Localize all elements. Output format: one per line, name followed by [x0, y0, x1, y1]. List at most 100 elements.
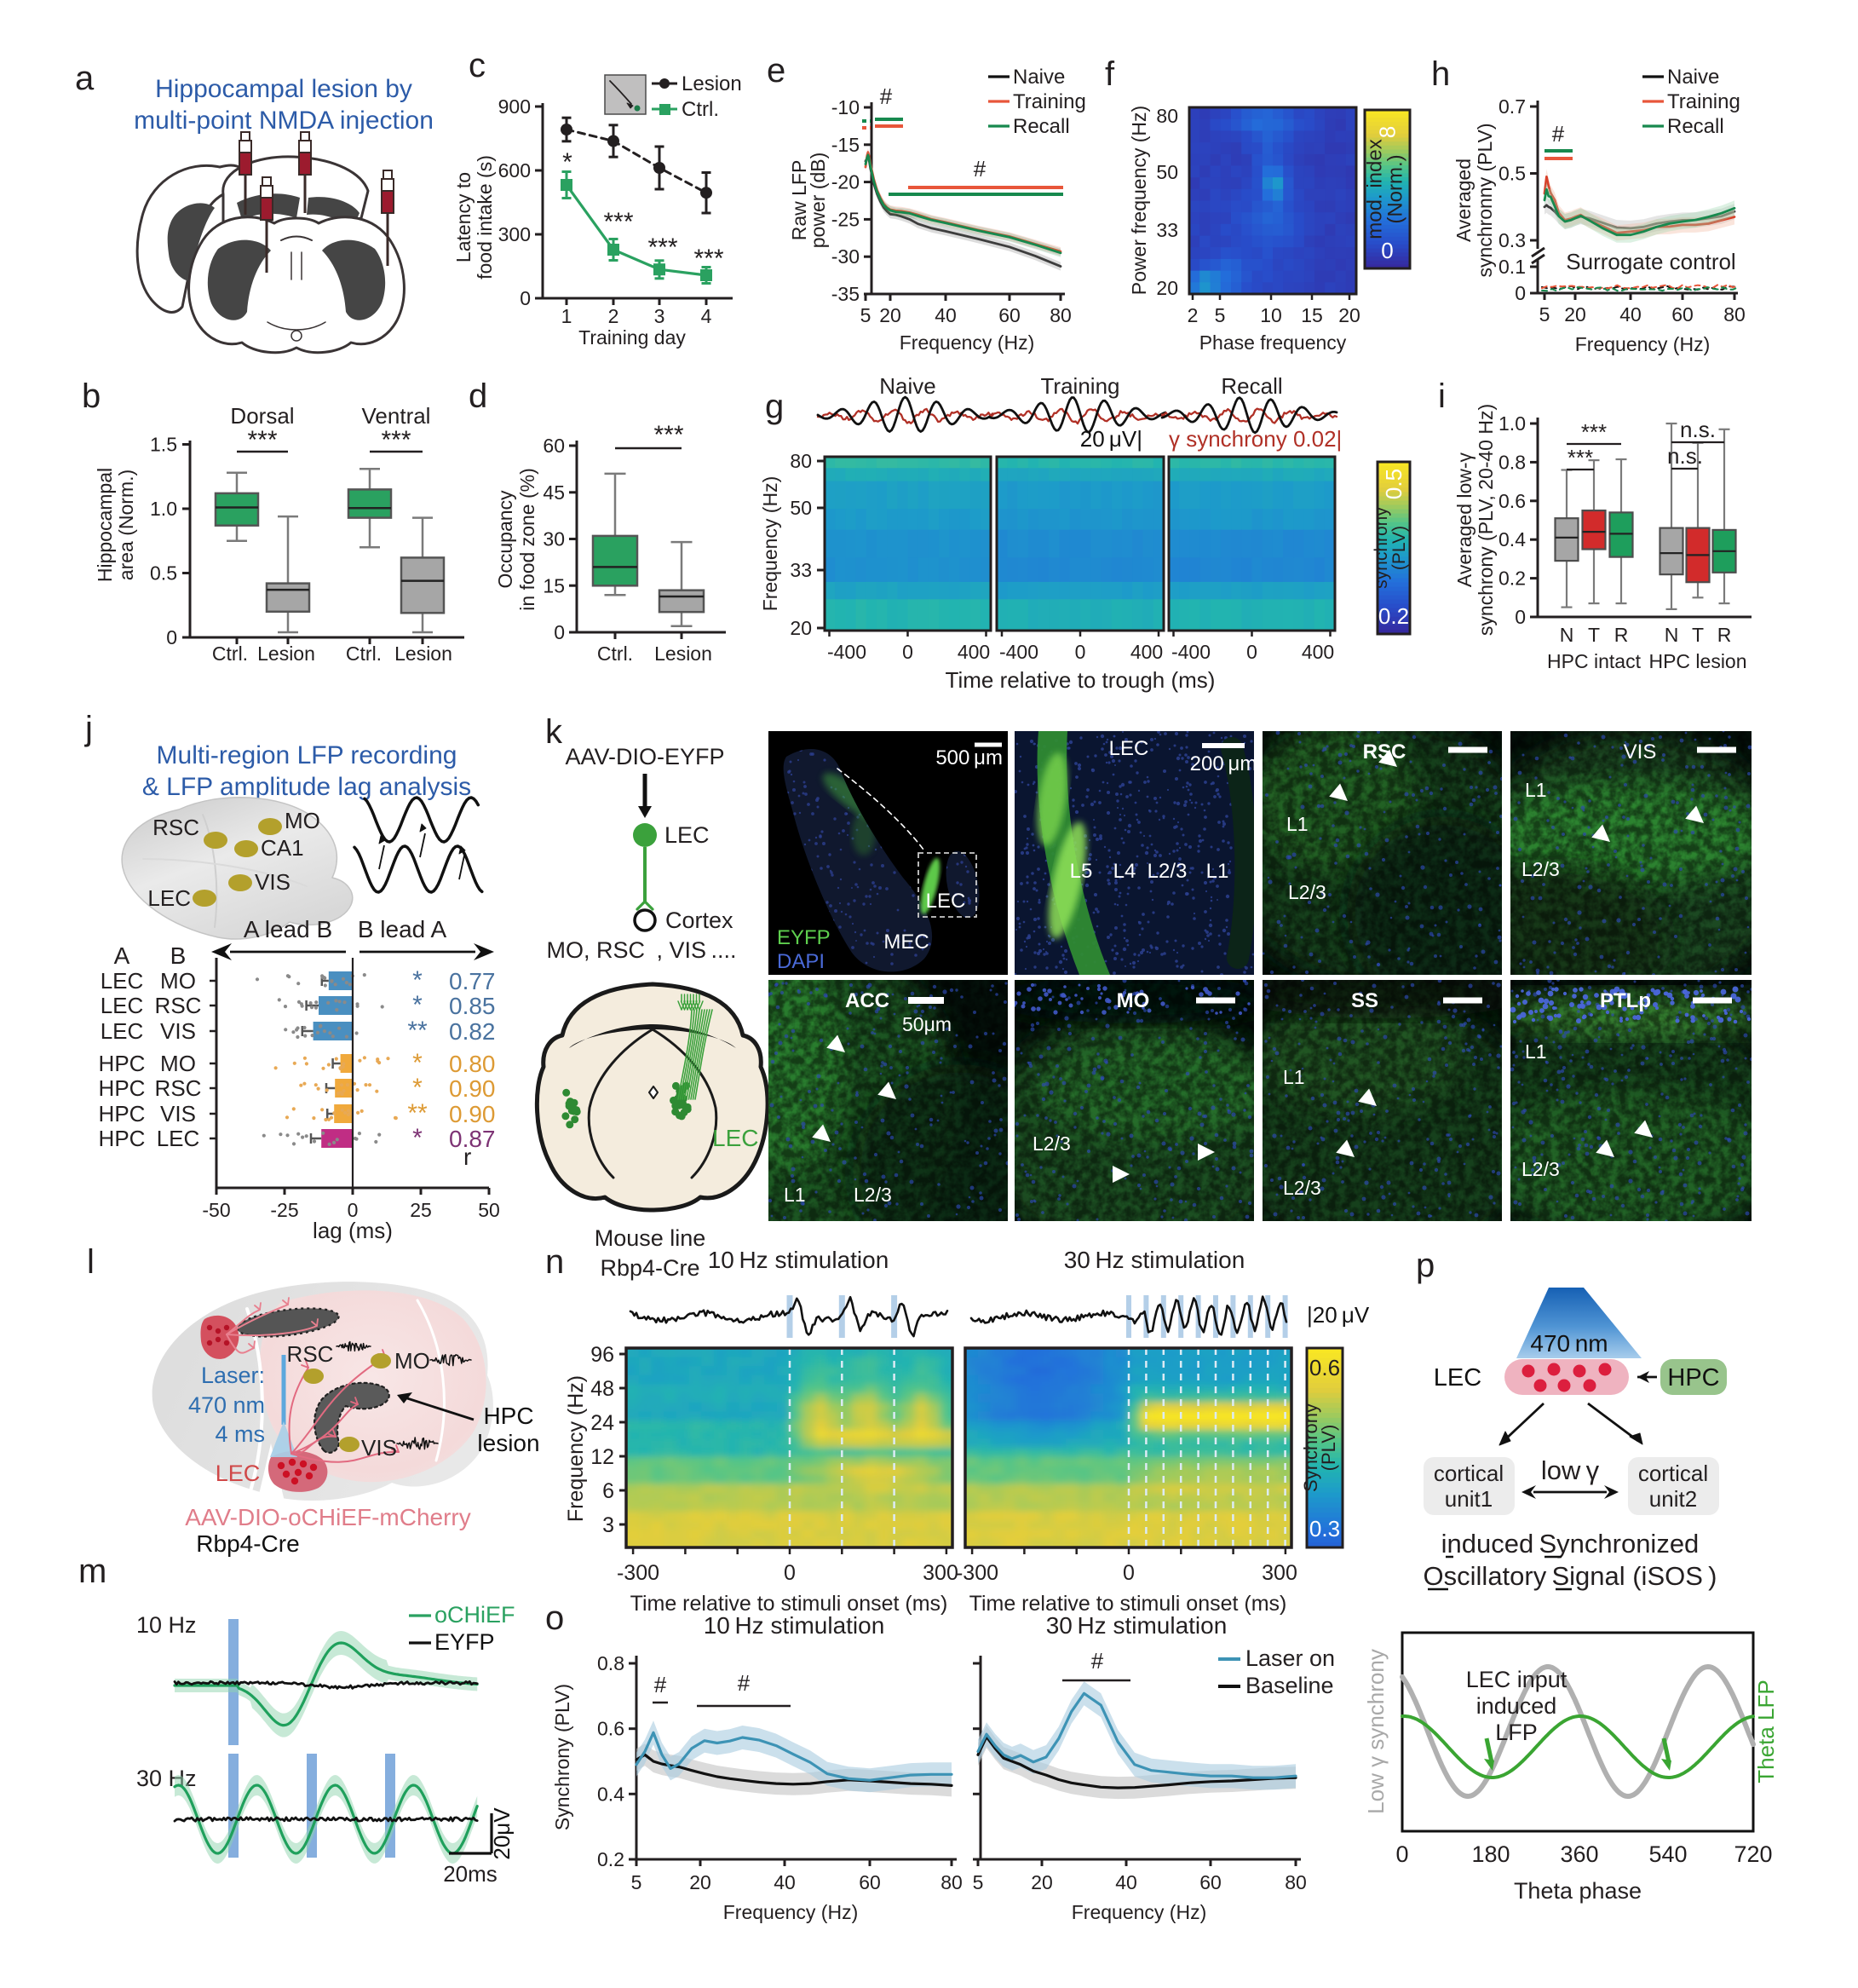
- svg-text:0.80: 0.80: [449, 1051, 496, 1077]
- svg-text:LEC: LEC: [101, 993, 144, 1018]
- svg-text:MO: MO: [160, 1051, 196, 1076]
- svg-text:Averaged low-γ: Averaged low-γ: [1453, 452, 1475, 587]
- svg-text:in food zone (%): in food zone (%): [516, 468, 538, 610]
- svg-text:20 μV|: 20 μV|: [1080, 426, 1142, 452]
- svg-text:***: ***: [693, 245, 723, 273]
- svg-text:HPC lesion: HPC lesion: [1648, 650, 1746, 672]
- svg-text:Surrogate control: Surrogate control: [1566, 249, 1735, 274]
- svg-text:T: T: [1692, 624, 1704, 646]
- svg-text:0: 0: [520, 287, 531, 309]
- svg-text:1: 1: [561, 305, 572, 327]
- svg-text:L5: L5: [1070, 860, 1093, 883]
- svg-text:0.5: 0.5: [1498, 163, 1526, 185]
- svg-text:Ventral: Ventral: [362, 403, 431, 429]
- svg-text:0: 0: [902, 641, 913, 663]
- svg-text:#: #: [974, 156, 987, 182]
- svg-text:0: 0: [166, 626, 177, 648]
- svg-text:600: 600: [498, 159, 531, 182]
- svg-text:B: B: [170, 942, 187, 969]
- svg-text:L1: L1: [1525, 779, 1547, 801]
- svg-text:L2/3: L2/3: [1521, 1158, 1560, 1180]
- svg-text:i: i: [1438, 377, 1446, 415]
- svg-text:RSC: RSC: [155, 1075, 202, 1101]
- svg-text:0.82: 0.82: [449, 1018, 496, 1045]
- svg-text:5: 5: [860, 304, 871, 326]
- svg-text:50μm: 50μm: [902, 1013, 952, 1035]
- svg-text:f: f: [1105, 55, 1115, 93]
- svg-text:10 Hz: 10 Hz: [136, 1612, 197, 1638]
- svg-text:15: 15: [543, 574, 565, 596]
- svg-text:-35: -35: [831, 283, 860, 305]
- svg-text:20: 20: [1156, 277, 1178, 299]
- svg-text:c: c: [469, 47, 486, 84]
- svg-text:oCHiEF: oCHiEF: [434, 1602, 515, 1628]
- svg-text:n.s.: n.s.: [1680, 417, 1716, 442]
- svg-text:LEC: LEC: [216, 1461, 261, 1486]
- svg-text:300: 300: [498, 223, 531, 245]
- svg-text:400: 400: [1302, 641, 1334, 663]
- svg-text:80: 80: [1723, 303, 1746, 326]
- svg-text:400: 400: [958, 641, 990, 663]
- svg-text:MO: MO: [1117, 989, 1150, 1012]
- svg-text:(PLV): (PLV): [1389, 526, 1409, 570]
- svg-text:mod. index: mod. index: [1364, 139, 1387, 239]
- svg-text:ACC: ACC: [845, 989, 889, 1012]
- svg-text:Power frequency (Hz): Power frequency (Hz): [1128, 106, 1150, 295]
- svg-text:Naive: Naive: [1667, 66, 1719, 89]
- svg-text:L1: L1: [1525, 1040, 1547, 1063]
- svg-text:& LFP amplitude lag analysis: & LFP amplitude lag analysis: [142, 773, 471, 801]
- svg-text:60: 60: [998, 304, 1021, 326]
- svg-text:60: 60: [1671, 303, 1694, 326]
- svg-text:MO: MO: [394, 1348, 430, 1374]
- svg-text:Dorsal: Dorsal: [230, 403, 294, 429]
- svg-text:Latency to: Latency to: [452, 172, 475, 262]
- svg-text:Recall: Recall: [1667, 115, 1724, 138]
- svg-text:***: ***: [647, 233, 677, 262]
- svg-text:MO: MO: [285, 808, 320, 833]
- svg-text:Frequency (Hz): Frequency (Hz): [759, 476, 781, 611]
- svg-text:lag (ms): lag (ms): [313, 1218, 393, 1243]
- svg-text:N: N: [1665, 624, 1679, 646]
- svg-text:k: k: [545, 713, 563, 751]
- svg-text:500 μm: 500 μm: [935, 746, 1003, 769]
- svg-text:40: 40: [935, 304, 957, 326]
- svg-text:h: h: [1431, 55, 1450, 93]
- svg-text:5: 5: [1539, 303, 1550, 326]
- svg-text:0.2: 0.2: [1378, 603, 1409, 629]
- svg-text:0.7: 0.7: [1498, 95, 1526, 118]
- svg-text:0: 0: [1246, 641, 1257, 663]
- svg-text:HPC intact: HPC intact: [1547, 650, 1642, 672]
- svg-text:L2/3: L2/3: [854, 1184, 892, 1206]
- svg-text:0.3: 0.3: [1498, 229, 1526, 251]
- svg-text:R: R: [1717, 624, 1732, 646]
- svg-text:Time relative to trough (ms): Time relative to trough (ms): [946, 667, 1216, 693]
- svg-text:L2/3: L2/3: [1521, 858, 1560, 880]
- svg-text:γ synchrony 0.02|: γ synchrony 0.02|: [1169, 426, 1342, 452]
- svg-text:T: T: [1588, 624, 1600, 646]
- svg-text:Rbp4-Cre: Rbp4-Cre: [600, 1255, 699, 1281]
- svg-text:30 Hz stimulation: 30 Hz stimulation: [1064, 1247, 1245, 1273]
- svg-text:***: ***: [381, 426, 411, 454]
- svg-text:l: l: [87, 1243, 95, 1281]
- svg-text:50: 50: [478, 1199, 500, 1221]
- svg-text:SS: SS: [1351, 989, 1378, 1012]
- svg-text:10: 10: [1260, 304, 1282, 326]
- svg-text:***: ***: [1581, 419, 1607, 445]
- svg-text:Training day: Training day: [578, 326, 686, 349]
- svg-text:0.77: 0.77: [449, 968, 496, 994]
- svg-text:Lesion: Lesion: [654, 642, 712, 665]
- svg-text:R: R: [1614, 624, 1629, 646]
- svg-text:L2/3: L2/3: [1288, 881, 1326, 903]
- svg-text:b: b: [82, 377, 101, 415]
- svg-text:0.6: 0.6: [1498, 490, 1526, 512]
- svg-text:synchronny (PLV): synchronny (PLV): [1474, 123, 1496, 277]
- svg-text:Naive: Naive: [1013, 66, 1065, 89]
- svg-text:***: ***: [653, 421, 683, 449]
- svg-text:Rbp4-Cre: Rbp4-Cre: [196, 1530, 299, 1557]
- svg-text:A: A: [114, 942, 130, 969]
- svg-text:Ctrl.: Ctrl.: [212, 642, 248, 665]
- svg-text:0: 0: [1075, 641, 1086, 663]
- svg-text:LEC: LEC: [926, 890, 966, 913]
- svg-text:-15: -15: [831, 134, 860, 156]
- svg-text:Recall: Recall: [1221, 373, 1282, 399]
